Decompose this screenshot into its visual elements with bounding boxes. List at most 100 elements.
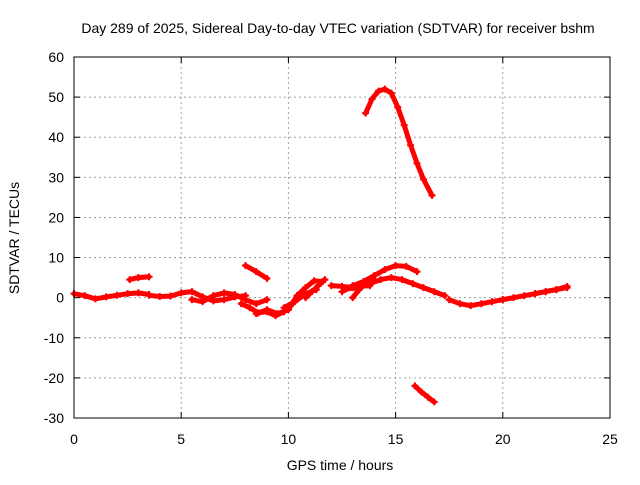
x-tick-label: 10 xyxy=(281,431,297,447)
data-point-marker xyxy=(310,277,318,285)
data-point-marker xyxy=(477,300,485,308)
data-point-marker xyxy=(252,300,260,308)
y-tick-label: -10 xyxy=(44,330,64,346)
data-point-marker xyxy=(510,294,518,302)
data-point-marker xyxy=(166,292,174,300)
plot-frame xyxy=(73,56,611,419)
data-point-marker xyxy=(370,272,378,280)
data-point-marker xyxy=(445,296,453,304)
series-track xyxy=(412,383,437,405)
data-point-marker xyxy=(113,291,121,299)
series-track-14 xyxy=(366,274,449,300)
y-tick-label: -30 xyxy=(44,410,64,426)
series-track-2 xyxy=(126,273,153,284)
data-point-marker xyxy=(419,284,427,292)
data-point-marker xyxy=(349,282,357,290)
data-point-marker xyxy=(400,121,408,129)
data-point-marker xyxy=(366,280,374,288)
data-point-marker xyxy=(552,286,560,294)
data-point-marker xyxy=(302,284,310,292)
data-point-marker xyxy=(419,175,427,183)
y-tick-label: 50 xyxy=(48,89,64,105)
data-point-marker xyxy=(314,282,322,290)
data-point-marker xyxy=(381,266,389,274)
data-point-marker xyxy=(252,268,260,276)
data-point-marker xyxy=(156,292,164,300)
series-track-9 xyxy=(302,276,329,302)
series-track-1 xyxy=(70,289,153,303)
data-point-marker xyxy=(355,286,363,294)
data-point-marker xyxy=(252,310,260,318)
data-point-marker xyxy=(321,276,329,284)
data-point-marker xyxy=(124,290,132,298)
series-track-5 xyxy=(242,262,271,282)
axis-ticks: 0 5 10 15 20 25 -30 -20 -10 0 10 20 30 40 50 60 xyxy=(44,49,618,447)
data-point-marker xyxy=(563,282,571,290)
data-point-marker xyxy=(359,278,367,286)
data-point-marker xyxy=(413,159,421,167)
data-point-marker xyxy=(291,298,299,306)
series-track-16 xyxy=(411,382,438,406)
data-point-marker xyxy=(467,302,475,310)
x-tick-label: 15 xyxy=(388,431,404,447)
data-point-marker xyxy=(520,292,528,300)
data-point-marker xyxy=(381,85,389,93)
data-point-marker xyxy=(428,191,436,199)
data-point-marker xyxy=(441,292,449,300)
series-track xyxy=(532,283,570,297)
data-point-marker xyxy=(134,289,142,297)
data-point-marker xyxy=(274,310,282,318)
data-point-marker xyxy=(338,288,346,296)
data-point-marker xyxy=(242,296,250,304)
data-point-marker xyxy=(368,95,376,103)
y-axis-label: SDTVAR / TECUs xyxy=(6,182,22,294)
data-point-marker xyxy=(488,298,496,306)
data-point-marker xyxy=(91,295,99,303)
y-tick-label: -20 xyxy=(44,370,64,386)
data-point-marker xyxy=(220,289,228,297)
data-point-marker xyxy=(242,262,250,270)
y-tick-label: 60 xyxy=(48,49,64,65)
series-track-15 xyxy=(362,85,436,199)
series-track-13 xyxy=(349,262,421,290)
data-point-marker xyxy=(263,274,271,282)
data-point-marker xyxy=(424,393,432,401)
series-track xyxy=(146,289,248,304)
data-point-marker xyxy=(209,292,217,300)
data-point-marker xyxy=(407,141,415,149)
data-point-marker xyxy=(499,296,507,304)
x-tick-label: 25 xyxy=(602,431,618,447)
data-point-marker xyxy=(377,276,385,284)
series-track xyxy=(303,277,328,301)
data-point-marker xyxy=(231,290,239,298)
data-point-marker xyxy=(280,304,288,312)
data-point-marker xyxy=(302,294,310,302)
data-point-marker xyxy=(134,274,142,282)
data-point-marker xyxy=(531,290,539,298)
y-tick-label: 20 xyxy=(48,209,64,225)
data-point-marker xyxy=(430,288,438,296)
data-point-marker xyxy=(145,291,153,299)
data-point-marker xyxy=(409,280,417,288)
x-tick-label: 20 xyxy=(495,431,511,447)
data-point-marker xyxy=(199,298,207,306)
data-point-marker xyxy=(411,382,419,390)
data-point-marker xyxy=(417,388,425,396)
data-point-marker xyxy=(145,273,153,281)
y-tick-label: 40 xyxy=(48,129,64,145)
data-point-marker xyxy=(188,296,196,304)
data-point-marker xyxy=(349,294,357,302)
data-point-marker xyxy=(394,103,402,111)
data-point-marker xyxy=(387,274,395,282)
y-tick-label: 0 xyxy=(56,290,64,306)
data-point-marker xyxy=(402,262,410,270)
data-point-marker xyxy=(177,289,185,297)
data-point-marker xyxy=(392,262,400,270)
data-point-marker xyxy=(263,296,271,304)
data-point-marker xyxy=(327,282,335,290)
series-track-4 xyxy=(188,289,271,308)
series-track-19 xyxy=(531,282,571,298)
y-tick-label: 10 xyxy=(48,250,64,266)
x-tick-label: 5 xyxy=(177,431,185,447)
